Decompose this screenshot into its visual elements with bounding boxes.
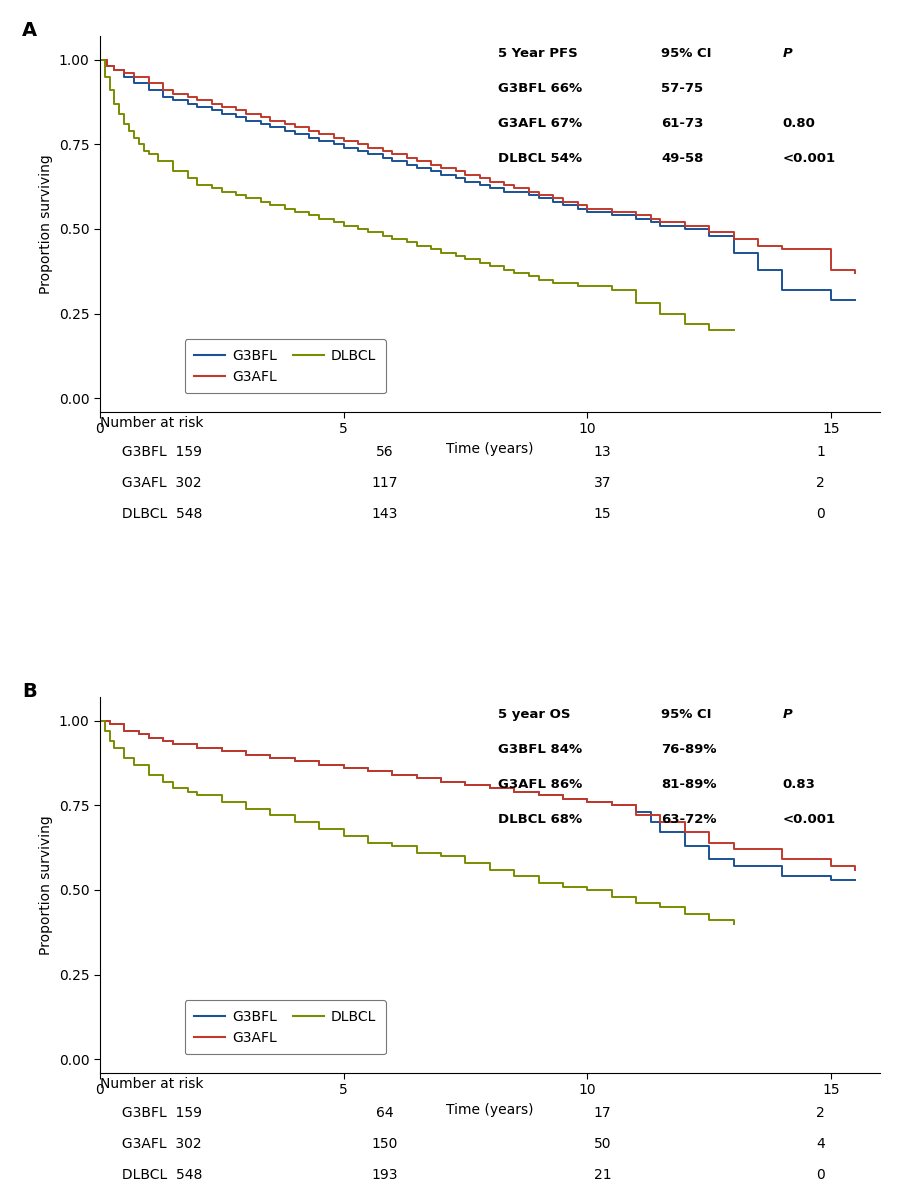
- Text: G3BFL 66%: G3BFL 66%: [498, 83, 581, 95]
- Text: 4: 4: [816, 1136, 825, 1151]
- Text: DLBCL 68%: DLBCL 68%: [498, 814, 581, 826]
- Text: <0.001: <0.001: [782, 814, 835, 826]
- Text: 76-89%: 76-89%: [661, 743, 717, 756]
- Text: G3AFL 86%: G3AFL 86%: [498, 778, 581, 791]
- Text: 50: 50: [594, 1136, 611, 1151]
- Text: B: B: [22, 682, 36, 701]
- Text: 0.83: 0.83: [782, 778, 815, 791]
- X-axis label: Time (years): Time (years): [446, 1103, 533, 1117]
- Legend: G3BFL, G3AFL, DLBCL: G3BFL, G3AFL, DLBCL: [185, 1000, 386, 1055]
- Text: DLBCL  548: DLBCL 548: [100, 506, 202, 521]
- Text: 1: 1: [816, 445, 825, 458]
- Text: G3BFL  159: G3BFL 159: [100, 445, 201, 458]
- Text: G3BFL  159: G3BFL 159: [100, 1105, 201, 1120]
- Text: 13: 13: [594, 445, 611, 458]
- Text: 2: 2: [816, 1105, 825, 1120]
- Text: 21: 21: [594, 1168, 611, 1182]
- Text: 2: 2: [816, 475, 825, 490]
- Text: 95% CI: 95% CI: [661, 708, 712, 721]
- Text: G3AFL 67%: G3AFL 67%: [498, 118, 581, 130]
- Y-axis label: Proportion surviving: Proportion surviving: [39, 815, 53, 955]
- Text: A: A: [22, 20, 37, 40]
- Text: 143: 143: [372, 506, 398, 521]
- Text: 0.80: 0.80: [782, 118, 815, 130]
- Text: P: P: [782, 708, 792, 721]
- Text: Number at risk: Number at risk: [100, 416, 203, 430]
- Text: 61-73: 61-73: [661, 118, 704, 130]
- Text: DLBCL  548: DLBCL 548: [100, 1168, 202, 1182]
- Text: 37: 37: [594, 475, 611, 490]
- Text: 0: 0: [816, 506, 825, 521]
- Text: 63-72%: 63-72%: [661, 814, 717, 826]
- Text: P: P: [782, 47, 792, 60]
- Text: G3AFL  302: G3AFL 302: [100, 475, 201, 490]
- Text: Number at risk: Number at risk: [100, 1076, 203, 1091]
- Text: G3AFL  302: G3AFL 302: [100, 1136, 201, 1151]
- Text: DLBCL 54%: DLBCL 54%: [498, 152, 581, 166]
- Text: 150: 150: [372, 1136, 398, 1151]
- Text: 56: 56: [376, 445, 394, 458]
- Text: 81-89%: 81-89%: [661, 778, 717, 791]
- Text: 5 year OS: 5 year OS: [498, 708, 571, 721]
- Text: 95% CI: 95% CI: [661, 47, 712, 60]
- Legend: G3BFL, G3AFL, DLBCL: G3BFL, G3AFL, DLBCL: [185, 340, 386, 394]
- Text: 49-58: 49-58: [661, 152, 704, 166]
- Text: 5 Year PFS: 5 Year PFS: [498, 47, 578, 60]
- Text: 17: 17: [594, 1105, 611, 1120]
- Text: 64: 64: [376, 1105, 394, 1120]
- Text: 117: 117: [372, 475, 398, 490]
- X-axis label: Time (years): Time (years): [446, 442, 533, 456]
- Text: 57-75: 57-75: [661, 83, 704, 95]
- Text: <0.001: <0.001: [782, 152, 835, 166]
- Text: 193: 193: [372, 1168, 398, 1182]
- Text: G3BFL 84%: G3BFL 84%: [498, 743, 581, 756]
- Y-axis label: Proportion surviving: Proportion surviving: [39, 154, 53, 294]
- Text: 0: 0: [816, 1168, 825, 1182]
- Text: 15: 15: [594, 506, 611, 521]
